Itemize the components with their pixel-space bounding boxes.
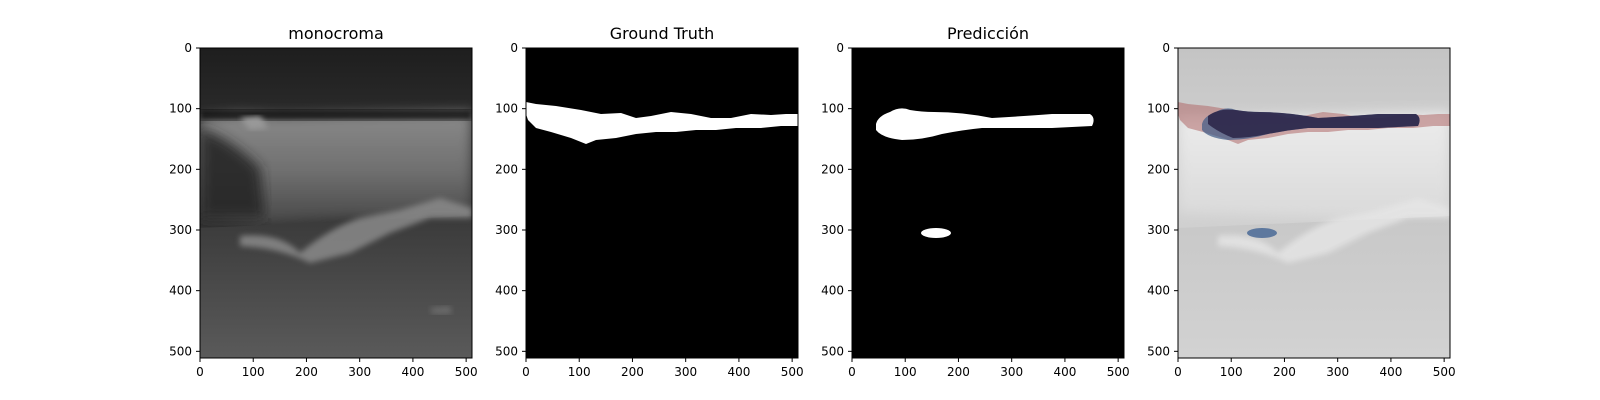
- axes-ground-truth: 0 100 200 300 400 500 0 100 200 300 400 500: [495, 41, 804, 379]
- y-tick-label: 500: [169, 344, 192, 358]
- y-tick-label: 400: [495, 284, 518, 298]
- y-tick-label: 0: [836, 41, 844, 55]
- x-tick-label: 400: [1053, 365, 1076, 379]
- y-tick-label: 400: [821, 284, 844, 298]
- x-tick-label: 0: [196, 365, 204, 379]
- y-tick-label: 200: [169, 162, 192, 176]
- x-tick-label: 100: [568, 365, 591, 379]
- overlay-prediction-blob: [1247, 228, 1277, 238]
- panel-title-ground-truth: Ground Truth: [610, 24, 715, 43]
- prediction-mask: [851, 47, 1125, 359]
- panel-title-monochrome: monocroma: [288, 24, 384, 43]
- y-tick-label: 100: [495, 102, 518, 116]
- y-tick-label: 400: [169, 284, 192, 298]
- axes-prediction: 0 100 200 300 400 500 0 100 200 300 400 500: [821, 41, 1130, 379]
- x-tick-label: 0: [1174, 365, 1182, 379]
- x-tick-label: 100: [1220, 365, 1243, 379]
- axes-overlay: 0 100 200 300 400 500 0 100 200 300 400 500: [1147, 41, 1456, 379]
- x-tick-label: 0: [848, 365, 856, 379]
- x-tick-label: 200: [295, 365, 318, 379]
- x-tick-label: 0: [522, 365, 530, 379]
- y-tick-label: 400: [1147, 284, 1170, 298]
- y-tick-label: 200: [1147, 162, 1170, 176]
- panel-title-prediction: Predicción: [947, 24, 1029, 43]
- x-tick-label: 400: [401, 365, 424, 379]
- y-tick-label: 100: [821, 102, 844, 116]
- y-tick-label: 200: [821, 162, 844, 176]
- overlay-image: [1177, 47, 1451, 359]
- y-tick-label: 0: [510, 41, 518, 55]
- y-tick-label: 300: [495, 223, 518, 237]
- x-tick-label: 100: [242, 365, 265, 379]
- x-tick-label: 500: [1107, 365, 1130, 379]
- x-tick-label: 200: [947, 365, 970, 379]
- panel-monochrome: monocroma: [199, 24, 473, 359]
- x-tick-label: 500: [1433, 365, 1456, 379]
- y-tick-label: 100: [1147, 102, 1170, 116]
- panel-ground-truth: Ground Truth: [525, 24, 799, 359]
- x-tick-label: 100: [894, 365, 917, 379]
- y-tick-label: 200: [495, 162, 518, 176]
- ground-truth-mask: [525, 47, 799, 359]
- y-tick-label: 500: [495, 344, 518, 358]
- y-tick-label: 0: [1162, 41, 1170, 55]
- x-tick-label: 400: [727, 365, 750, 379]
- x-tick-label: 300: [1326, 365, 1349, 379]
- x-tick-label: 300: [348, 365, 371, 379]
- x-tick-label: 500: [455, 365, 478, 379]
- x-tick-label: 500: [781, 365, 804, 379]
- y-tick-label: 500: [1147, 344, 1170, 358]
- overlay-intersection-region: [1208, 109, 1420, 138]
- y-tick-label: 0: [184, 41, 192, 55]
- y-tick-label: 300: [169, 223, 192, 237]
- panel-prediction: Predicción: [851, 24, 1125, 359]
- y-tick-label: 500: [821, 344, 844, 358]
- x-tick-label: 300: [674, 365, 697, 379]
- y-tick-label: 100: [169, 102, 192, 116]
- ultrasound-image: [199, 47, 473, 359]
- x-tick-label: 300: [1000, 365, 1023, 379]
- axes-layer: 0 100 200 300 400 500 0 100 200 300 400 500 0 100 200 3…: [169, 41, 1456, 379]
- x-tick-label: 200: [621, 365, 644, 379]
- x-tick-label: 200: [1273, 365, 1296, 379]
- y-tick-label: 300: [1147, 223, 1170, 237]
- axes-monochrome: 0 100 200 300 400 500 0 100 200 300 400 500: [169, 41, 478, 379]
- panel-overlay: [1177, 47, 1451, 359]
- x-tick-label: 400: [1379, 365, 1402, 379]
- y-tick-label: 300: [821, 223, 844, 237]
